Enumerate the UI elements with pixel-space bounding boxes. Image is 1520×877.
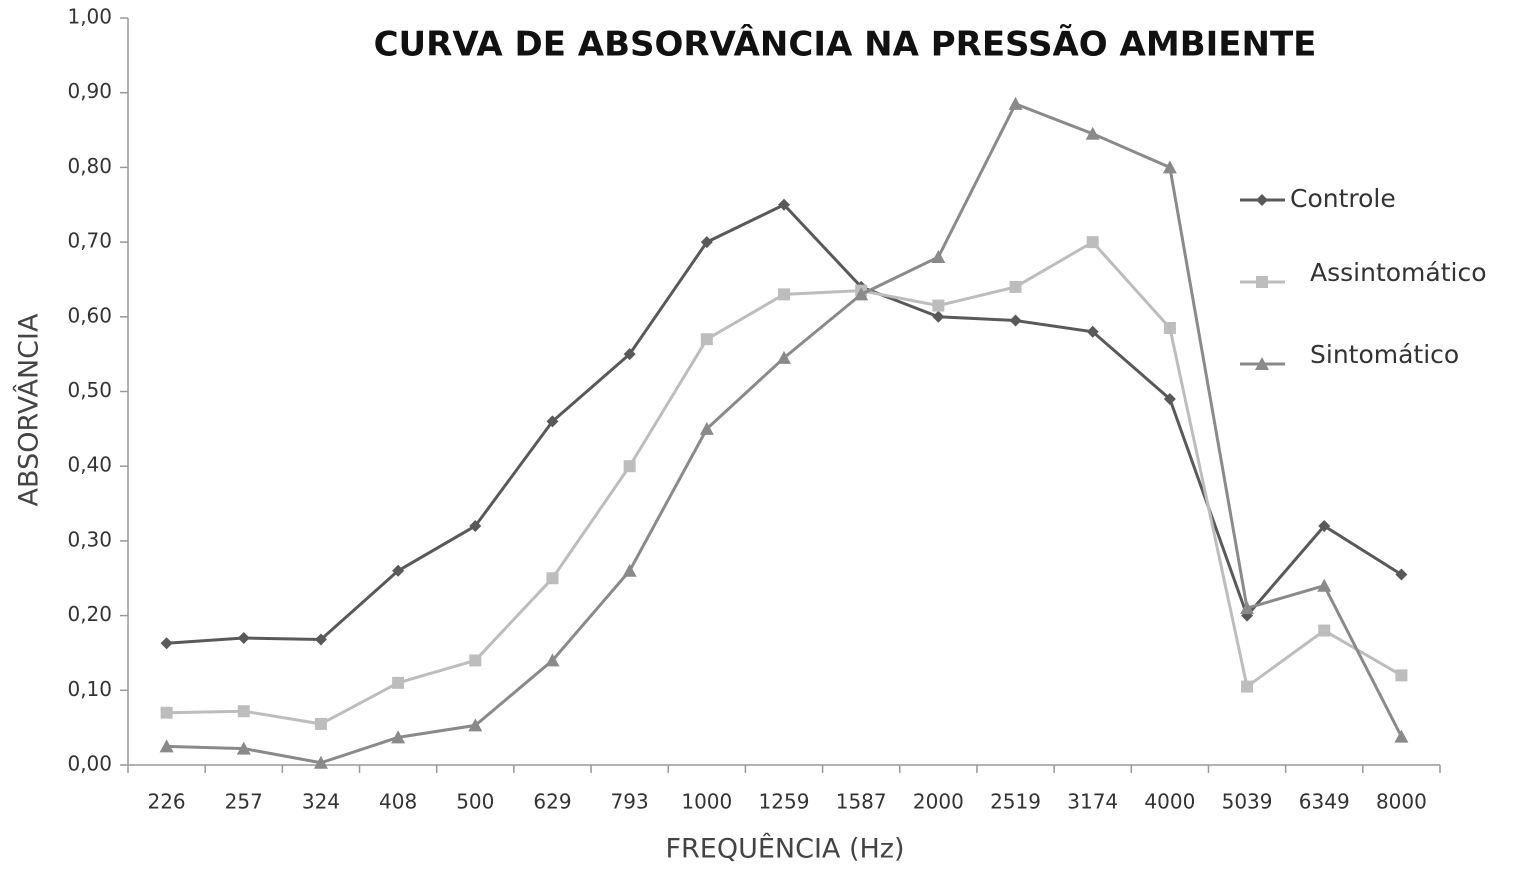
marker: [159, 739, 174, 753]
marker: [1395, 669, 1408, 682]
x-tick-label: 6349: [1299, 790, 1350, 814]
marker: [1009, 314, 1022, 327]
marker: [546, 415, 559, 428]
x-tick-label: 2519: [990, 790, 1041, 814]
x-axis-label: FREQUÊNCIA (Hz): [665, 833, 904, 865]
marker: [778, 198, 790, 211]
marker: [1086, 325, 1099, 338]
x-tick-label: 500: [456, 790, 494, 814]
marker: [468, 718, 483, 732]
y-tick-label: 0,90: [67, 79, 112, 103]
marker: [391, 730, 406, 744]
marker: [1395, 568, 1408, 581]
x-tick-label: 1587: [836, 790, 887, 814]
marker: [1256, 276, 1268, 288]
marker: [623, 348, 636, 361]
marker: [546, 572, 559, 585]
marker: [932, 299, 945, 312]
marker: [1009, 280, 1022, 293]
marker: [314, 717, 327, 730]
marker: [314, 633, 327, 646]
y-tick-label: 0,40: [67, 453, 112, 477]
y-tick-label: 0,70: [67, 229, 112, 253]
marker: [392, 676, 405, 689]
marker: [699, 421, 714, 435]
marker: [1163, 392, 1176, 405]
marker: [237, 632, 250, 645]
y-axis-label: ABSORVÂNCIA: [13, 313, 45, 506]
x-tick-label: 793: [611, 790, 649, 814]
legend-label: Controle: [1290, 184, 1396, 213]
marker: [236, 741, 251, 755]
x-tick-label: 2000: [913, 790, 964, 814]
x-tick-label: 226: [147, 790, 185, 814]
x-tick-label: 8000: [1376, 790, 1427, 814]
marker: [932, 310, 945, 323]
x-tick-label: 257: [225, 790, 263, 814]
legend-label: Sintomático: [1310, 340, 1459, 369]
marker: [1085, 126, 1100, 140]
x-tick-label: 324: [302, 790, 340, 814]
x-tick-label: 408: [379, 790, 417, 814]
marker: [392, 564, 405, 577]
marker: [1317, 578, 1332, 592]
marker: [931, 250, 946, 264]
marker: [313, 755, 328, 769]
y-tick-label: 0,60: [67, 303, 112, 327]
marker: [854, 287, 869, 301]
y-tick-label: 0,20: [67, 602, 112, 626]
marker: [1240, 601, 1255, 615]
marker: [237, 705, 250, 718]
x-tick-label: 1259: [759, 790, 810, 814]
marker: [160, 706, 173, 719]
x-tick-label: 629: [533, 790, 571, 814]
marker: [545, 653, 560, 667]
chart-title: CURVA DE ABSORVÂNCIA NA PRESSÃO AMBIENTE: [374, 24, 1317, 65]
marker: [778, 288, 790, 301]
marker: [623, 460, 636, 473]
marker: [1318, 519, 1331, 532]
x-tick-label: 1000: [681, 790, 732, 814]
marker: [1008, 96, 1023, 110]
marker: [1162, 160, 1177, 174]
series-line: [166, 240, 1403, 726]
x-tick-label: 5039: [1222, 790, 1273, 814]
marker: [160, 637, 173, 650]
y-tick-label: 0,30: [67, 527, 112, 551]
marker: [700, 236, 713, 249]
y-tick-label: 0,80: [67, 154, 112, 178]
y-tick-label: 0,10: [67, 677, 112, 701]
marker: [777, 350, 791, 364]
marker: [469, 654, 482, 667]
marker: [1394, 729, 1409, 743]
marker: [1241, 680, 1254, 693]
x-tick-label: 3174: [1067, 790, 1118, 814]
y-tick-label: 1,00: [67, 5, 112, 29]
y-tick-label: 0,00: [67, 752, 112, 776]
marker: [700, 333, 713, 346]
marker: [469, 519, 482, 532]
marker: [1086, 236, 1099, 249]
marker: [1163, 322, 1176, 335]
x-tick-label: 4000: [1144, 790, 1195, 814]
legend-label: Assintomático: [1310, 258, 1487, 287]
marker: [1256, 194, 1268, 206]
marker: [1318, 624, 1331, 637]
y-tick-label: 0,50: [67, 378, 112, 402]
marker: [1255, 357, 1269, 370]
marker: [622, 563, 637, 577]
